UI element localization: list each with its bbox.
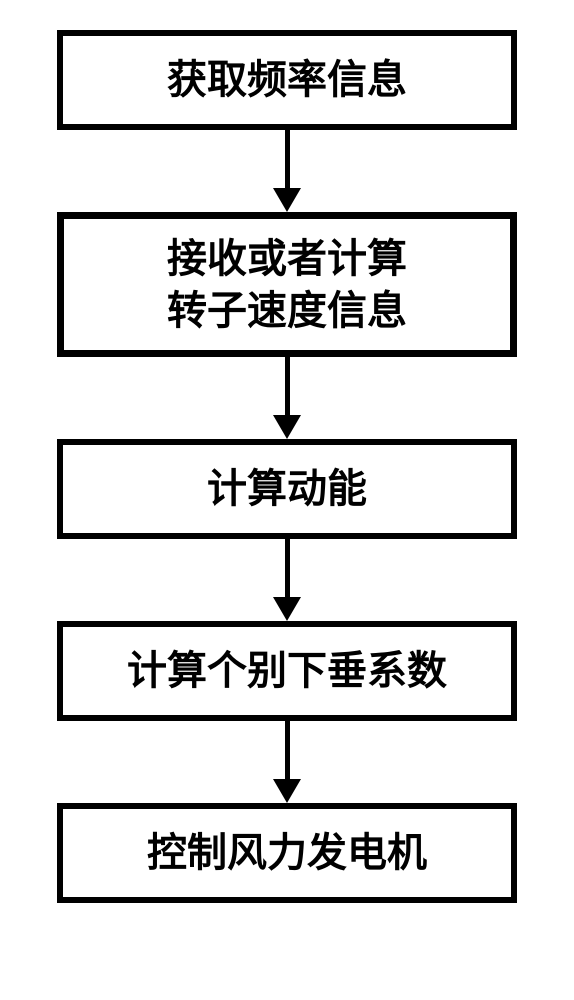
flowchart-arrow-1 [273, 130, 301, 212]
flowchart-node-5: 控制风力发电机 [57, 803, 517, 903]
arrow-line [285, 721, 290, 779]
arrow-head [273, 597, 301, 621]
arrow-head [273, 779, 301, 803]
node-label: 计算个别下垂系数 [127, 645, 447, 697]
flowchart-arrow-4 [273, 721, 301, 803]
arrow-line [285, 539, 290, 597]
flowchart-arrow-3 [273, 539, 301, 621]
node-label: 控制风力发电机 [147, 827, 427, 879]
arrow-line [285, 130, 290, 188]
flowchart-node-4: 计算个别下垂系数 [57, 621, 517, 721]
node-label: 接收或者计算转子速度信息 [167, 233, 407, 337]
flowchart-node-2: 接收或者计算转子速度信息 [57, 212, 517, 357]
node-label: 获取频率信息 [167, 54, 407, 106]
node-label: 计算动能 [207, 463, 367, 515]
flowchart-arrow-2 [273, 357, 301, 439]
flowchart-container: 获取频率信息 接收或者计算转子速度信息 计算动能 计算个别下垂系数 控制风力发电… [0, 30, 574, 903]
flowchart-node-1: 获取频率信息 [57, 30, 517, 130]
flowchart-node-3: 计算动能 [57, 439, 517, 539]
arrow-line [285, 357, 290, 415]
arrow-head [273, 415, 301, 439]
arrow-head [273, 188, 301, 212]
